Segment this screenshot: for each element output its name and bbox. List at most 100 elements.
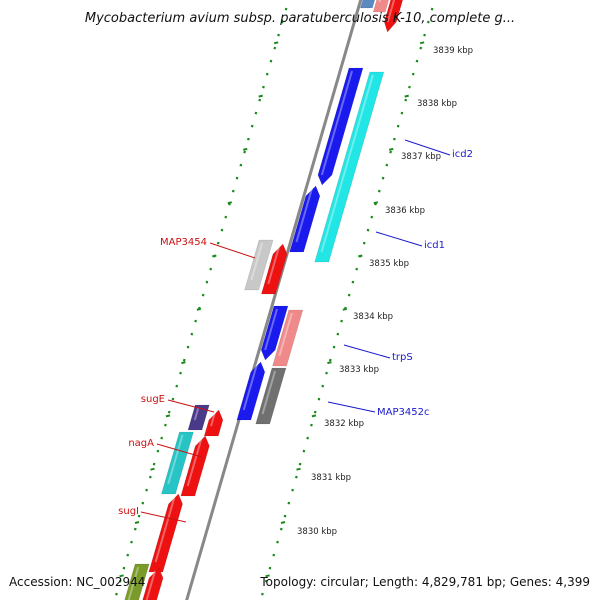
dot-mark bbox=[400, 111, 404, 115]
dot-mark bbox=[362, 241, 366, 245]
gene-nagA-teal-shine bbox=[167, 434, 184, 485]
dot-mark-tick bbox=[311, 414, 317, 418]
gene-label-sugE[interactable]: sugE bbox=[141, 394, 165, 405]
dot-mark bbox=[273, 46, 277, 50]
dot-mark bbox=[393, 137, 396, 141]
tick-label-3837: 3837 kbp bbox=[401, 152, 441, 162]
gene-label-sugI[interactable]: sugI bbox=[118, 506, 139, 517]
dot-mark-tick bbox=[165, 414, 171, 418]
gene-label-nagA[interactable]: nagA bbox=[128, 438, 154, 449]
gene-nagA-teal[interactable] bbox=[161, 431, 194, 495]
gene-trpS-pink-shine bbox=[278, 312, 293, 357]
leader-MAP3452c bbox=[327, 401, 376, 413]
dot-mark-tick bbox=[227, 201, 233, 205]
dot-mark bbox=[298, 462, 302, 466]
dot-mark bbox=[396, 124, 400, 128]
dot-mark bbox=[133, 527, 137, 531]
gene-icd2-cyan[interactable] bbox=[314, 71, 385, 263]
gene-label-trpS[interactable]: trpS bbox=[392, 352, 413, 363]
leader-sugI bbox=[140, 511, 187, 523]
dot-mark bbox=[328, 358, 332, 362]
dot-mark bbox=[269, 59, 273, 63]
dot-mark bbox=[419, 46, 423, 50]
dot-mark bbox=[280, 20, 284, 24]
dot-mark bbox=[164, 423, 167, 427]
gene-sugE-red-shine bbox=[210, 412, 216, 427]
dot-mark-tick bbox=[212, 254, 217, 258]
dot-mark bbox=[283, 514, 287, 518]
dot-mark bbox=[325, 371, 328, 375]
gene-top-steel[interactable] bbox=[359, 0, 377, 9]
dot-mark-tick bbox=[327, 361, 332, 365]
tick-label-3831: 3831 kbp bbox=[311, 473, 351, 483]
dot-mark bbox=[310, 423, 313, 427]
dot-mark bbox=[201, 293, 205, 297]
gene-MAP3454-red[interactable] bbox=[261, 243, 288, 295]
gene-label-MAP3454[interactable]: MAP3454 bbox=[160, 237, 207, 248]
tick-label-3838: 3838 kbp bbox=[417, 99, 457, 109]
dot-mark bbox=[130, 540, 133, 544]
dot-mark bbox=[408, 85, 411, 89]
dot-mark bbox=[385, 163, 389, 167]
dot-mark bbox=[313, 410, 317, 414]
gene-bottom-red-shine bbox=[145, 570, 156, 600]
dot-mark bbox=[186, 345, 190, 349]
gene-MAP3452c-gray[interactable] bbox=[255, 367, 287, 425]
dot-mark bbox=[294, 475, 298, 479]
gene-trpS-pink[interactable] bbox=[272, 309, 304, 367]
dot-mark-tick bbox=[119, 574, 124, 578]
dot-mark bbox=[247, 137, 250, 141]
dot-mark-tick bbox=[280, 521, 286, 524]
gene-sugI-red[interactable] bbox=[148, 493, 183, 573]
gene-nagA-red[interactable] bbox=[180, 435, 210, 497]
gene-MAP3452c-blue[interactable] bbox=[236, 361, 266, 421]
dot-mark bbox=[272, 553, 276, 557]
dot-mark bbox=[277, 33, 280, 37]
tick-label-3835: 3835 kbp bbox=[369, 259, 409, 269]
dot-mark-tick bbox=[134, 521, 140, 524]
gene-top-red[interactable] bbox=[384, 0, 405, 33]
dot-mark-tick bbox=[296, 467, 301, 471]
dot-mark bbox=[291, 488, 294, 492]
gene-top-pink-shine bbox=[378, 0, 382, 3]
dot-mark bbox=[209, 267, 213, 271]
gene-sugE-red[interactable] bbox=[203, 409, 224, 437]
dot-mark bbox=[115, 592, 118, 596]
gene-bottom-red[interactable] bbox=[140, 567, 164, 600]
dot-mark bbox=[404, 98, 408, 102]
gene-icd2-cyan-shine bbox=[320, 74, 374, 253]
dot-mark-tick bbox=[373, 201, 379, 205]
dot-mark bbox=[220, 228, 224, 232]
gene-label-icd2[interactable]: icd2 bbox=[452, 149, 473, 160]
dot-mark bbox=[411, 72, 415, 76]
dot-mark bbox=[340, 319, 343, 323]
gene-sugE-navy[interactable] bbox=[187, 404, 210, 431]
gene-icd2-blue-shine bbox=[320, 70, 353, 176]
gene-blue-2[interactable] bbox=[289, 185, 321, 253]
dot-mark bbox=[370, 215, 374, 219]
dot-mark bbox=[254, 111, 258, 115]
gene-blue-2-shine bbox=[295, 188, 313, 243]
gene-trpS-blue[interactable] bbox=[260, 305, 289, 361]
gene-top-pink[interactable] bbox=[372, 0, 391, 13]
dot-mark-tick bbox=[358, 254, 363, 258]
dot-mark-tick bbox=[196, 307, 202, 311]
tick-label-3836: 3836 kbp bbox=[385, 206, 425, 216]
dot-mark bbox=[264, 579, 268, 583]
dot-mark bbox=[355, 267, 359, 271]
gene-icd2-blue[interactable] bbox=[317, 67, 364, 186]
dot-mark bbox=[377, 189, 381, 193]
gene-label-MAP3452c[interactable]: MAP3452c bbox=[377, 407, 429, 418]
dot-mark bbox=[262, 85, 265, 89]
topology-text: Topology: circular; Length: 4,829,781 bp… bbox=[259, 575, 590, 589]
dot-mark-tick bbox=[265, 574, 270, 578]
dot-mark bbox=[122, 566, 126, 570]
gene-sugE-navy-shine bbox=[193, 407, 200, 421]
gene-bottom-olive[interactable] bbox=[122, 563, 150, 600]
backbone-line bbox=[185, 0, 363, 600]
accession-text: Accession: NC_002944 bbox=[9, 575, 145, 589]
gene-MAP3454-gray[interactable] bbox=[244, 239, 274, 291]
gene-label-icd1[interactable]: icd1 bbox=[424, 240, 445, 251]
